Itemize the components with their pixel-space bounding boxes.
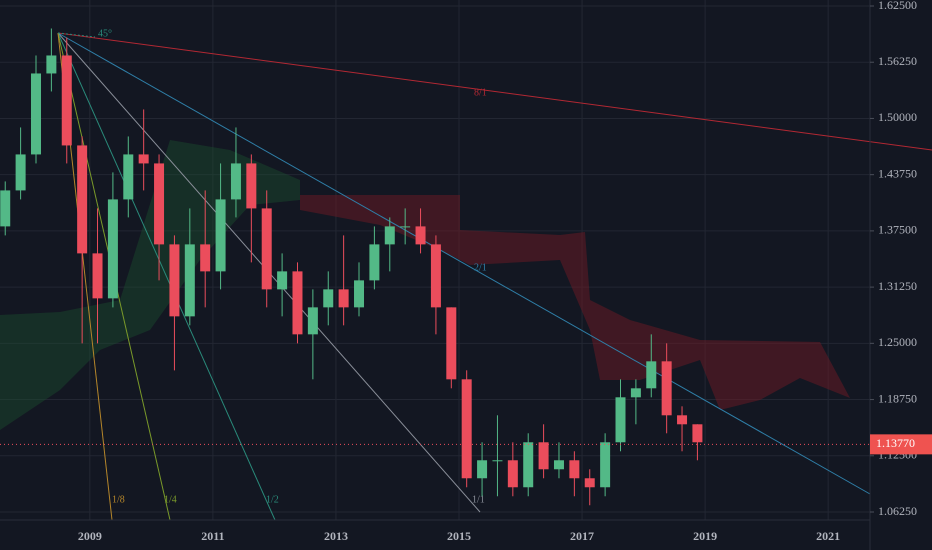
drawing-label: 2/1	[474, 262, 487, 273]
candle-body	[553, 460, 564, 470]
trend-line	[57, 32, 932, 151]
candle-body	[677, 415, 688, 425]
candle-body	[138, 154, 149, 164]
candle-body	[154, 163, 165, 245]
drawing-label: 1/2	[266, 494, 279, 505]
x-tick-label: 2017	[570, 529, 594, 543]
candle-body	[200, 244, 211, 272]
candle-body	[77, 145, 88, 254]
candle-body	[323, 289, 334, 308]
candle-body	[384, 226, 395, 245]
x-tick-label: 2015	[447, 529, 471, 543]
candle-body	[446, 307, 457, 380]
candle-body	[430, 244, 441, 308]
candle-body	[15, 154, 26, 191]
candle-body	[615, 397, 626, 443]
fan-line	[57, 32, 871, 495]
candle-body	[46, 55, 57, 74]
drawing-label: 1/1	[472, 494, 485, 505]
candle-body	[61, 55, 72, 146]
last-price-label: 1.13770	[876, 436, 915, 450]
candle-body	[230, 163, 241, 200]
candle-body	[123, 154, 134, 200]
drawing-label: 1/4	[164, 494, 177, 505]
candle-body	[661, 361, 672, 416]
y-tick-label: 1.56250	[878, 54, 917, 68]
y-tick-label: 1.31250	[878, 279, 917, 293]
x-tick-label: 2021	[816, 529, 840, 543]
candle-body	[492, 460, 503, 462]
candle-body	[477, 460, 488, 479]
candle-body	[600, 442, 611, 488]
candle-body	[338, 289, 349, 308]
candle-body	[30, 73, 41, 155]
last-price-box	[870, 434, 932, 455]
candle-body	[261, 208, 272, 290]
candle-body	[646, 361, 657, 389]
y-tick-label: 1.25000	[878, 335, 917, 349]
y-tick-label: 1.18750	[878, 391, 917, 405]
candle-body	[692, 424, 703, 443]
candle-body	[215, 199, 226, 272]
candle-body	[461, 379, 472, 479]
candle-body	[307, 307, 318, 335]
x-tick-label: 2009	[78, 529, 102, 543]
candle-body	[169, 244, 180, 317]
x-tick-label: 2013	[324, 529, 348, 543]
x-tick-label: 2011	[201, 529, 224, 543]
x-tick-label: 2019	[693, 529, 717, 543]
y-tick-label: 1.43750	[878, 166, 917, 180]
candle-body	[0, 190, 11, 227]
candle-body	[292, 271, 303, 335]
drawing-label: 1/8	[112, 494, 125, 505]
drawing-label: 8/1	[474, 87, 487, 98]
y-tick-label: 1.62500	[878, 0, 917, 12]
fan-line	[57, 32, 276, 521]
candle-body	[569, 460, 580, 479]
candle-body	[369, 244, 380, 281]
candle-body	[523, 442, 534, 488]
y-tick-label: 1.06250	[878, 504, 917, 518]
candle-body	[415, 226, 426, 245]
candle-body	[584, 478, 595, 488]
candle-body	[277, 271, 288, 290]
drawing-label: 45°	[98, 28, 112, 39]
y-tick-label: 1.37500	[878, 223, 917, 237]
y-tick-label: 1.50000	[878, 110, 917, 124]
candle-body	[354, 280, 365, 308]
candle-body	[507, 460, 518, 488]
candle-body	[538, 442, 549, 470]
candle-body	[184, 244, 195, 317]
candle-body	[92, 253, 103, 299]
candle-body	[630, 388, 641, 398]
candle-body	[400, 226, 411, 228]
candle-body	[107, 199, 118, 299]
candle-body	[246, 163, 257, 209]
